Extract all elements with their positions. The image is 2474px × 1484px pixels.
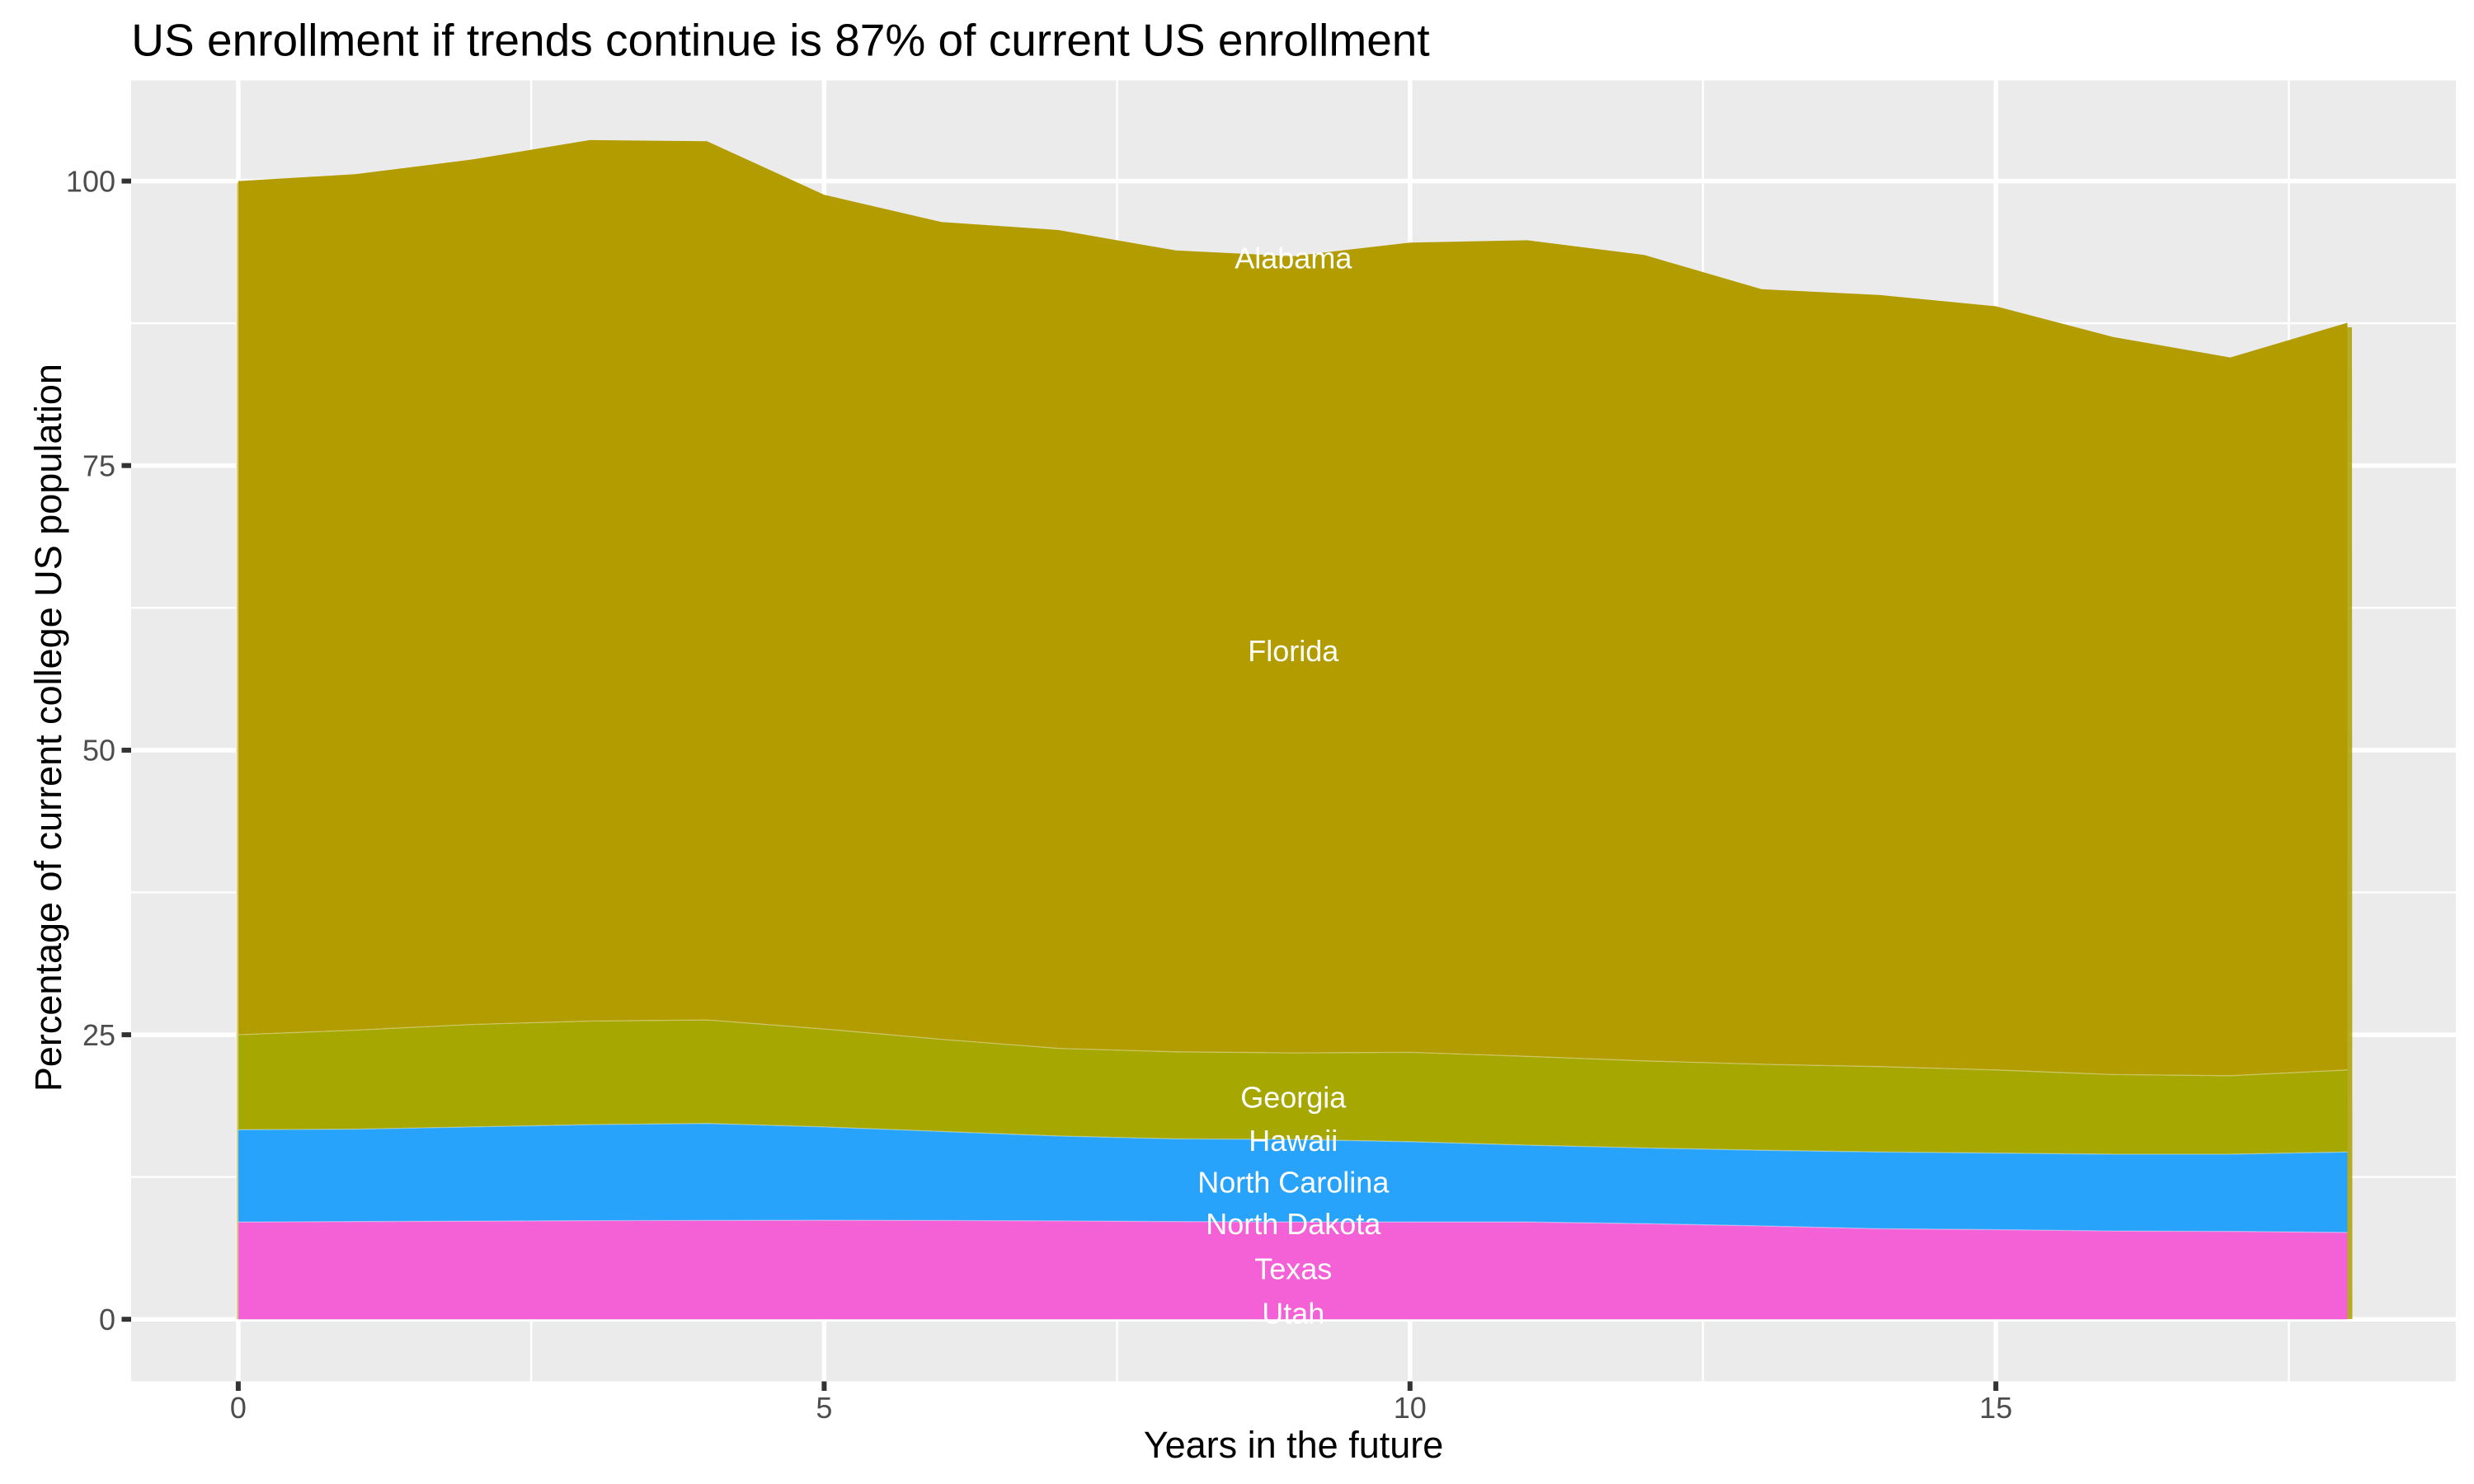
svg-text:25: 25 [82, 1018, 115, 1052]
svg-text:North Dakota: North Dakota [1206, 1207, 1381, 1241]
svg-text:Hawaii: Hawaii [1249, 1124, 1338, 1158]
svg-text:15: 15 [1979, 1391, 2012, 1425]
svg-text:US enrollment if trends contin: US enrollment if trends continue is 87% … [131, 15, 1429, 66]
svg-text:Georgia: Georgia [1240, 1080, 1347, 1114]
svg-text:75: 75 [82, 449, 115, 483]
svg-text:Florida: Florida [1248, 634, 1339, 668]
svg-text:0: 0 [230, 1391, 247, 1425]
svg-text:5: 5 [816, 1391, 832, 1425]
svg-text:100: 100 [66, 164, 115, 198]
svg-text:0: 0 [99, 1303, 115, 1336]
svg-text:Years in the future: Years in the future [1144, 1424, 1444, 1466]
svg-text:Percentage of current college: Percentage of current college US populat… [27, 364, 69, 1092]
svg-text:50: 50 [82, 734, 115, 768]
svg-text:Texas: Texas [1254, 1252, 1332, 1285]
svg-text:10: 10 [1394, 1391, 1427, 1425]
svg-text:North Carolina: North Carolina [1197, 1165, 1390, 1199]
svg-text:Utah: Utah [1262, 1296, 1324, 1330]
svg-text:Alabama: Alabama [1235, 241, 1352, 275]
